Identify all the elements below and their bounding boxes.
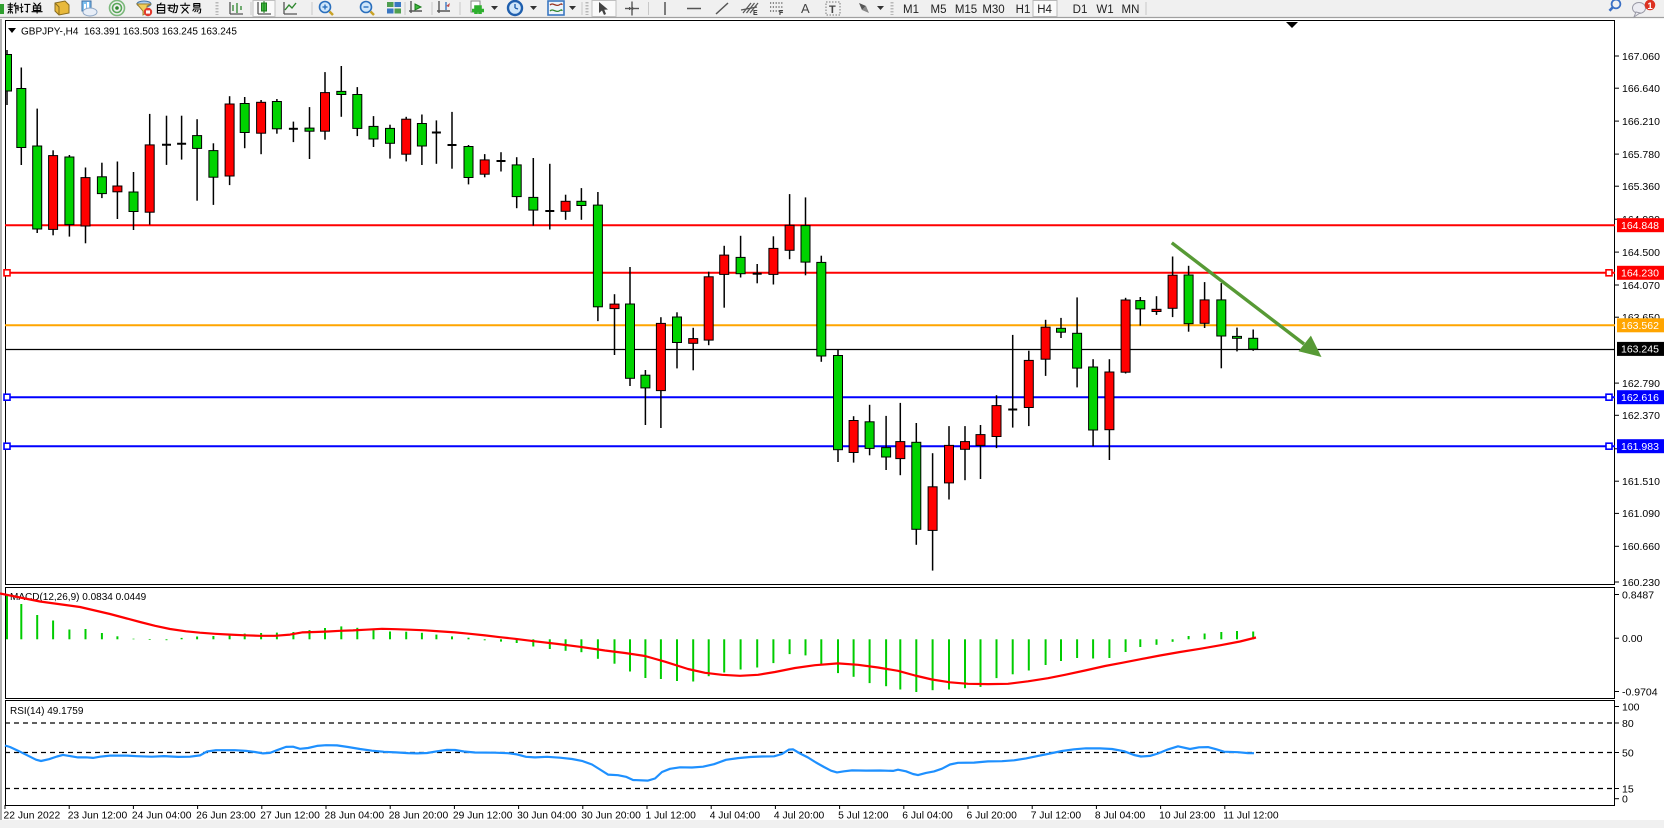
svg-text:162.790: 162.790	[1622, 378, 1660, 390]
svg-text:4 Jul 04:00: 4 Jul 04:00	[710, 811, 761, 822]
svg-text:164.848: 164.848	[1621, 220, 1659, 232]
svg-text:50: 50	[1622, 747, 1634, 759]
svg-text:161.510: 161.510	[1622, 476, 1660, 488]
svg-text:A: A	[801, 1, 810, 16]
svg-text:1 Jul 12:00: 1 Jul 12:00	[646, 811, 697, 822]
svg-text:4 Jul 20:00: 4 Jul 20:00	[774, 811, 825, 822]
svg-text:1: 1	[1647, 1, 1653, 12]
svg-text:165.360: 165.360	[1622, 181, 1660, 193]
svg-text:5 Jul 12:00: 5 Jul 12:00	[838, 811, 889, 822]
svg-text:164.500: 164.500	[1622, 247, 1660, 259]
svg-text:80: 80	[1622, 718, 1634, 730]
svg-text:GBPJPY-,H4 163.391 163.503 16: GBPJPY-,H4 163.391 163.503 163.245 163.2…	[21, 27, 237, 38]
svg-text:23 Jun 12:00: 23 Jun 12:00	[68, 811, 128, 822]
svg-text:6 Jul 20:00: 6 Jul 20:00	[967, 811, 1018, 822]
svg-text:M1: M1	[903, 4, 919, 16]
svg-text:0.00: 0.00	[1622, 633, 1643, 645]
svg-text:163.562: 163.562	[1621, 320, 1659, 332]
svg-text:-0.9704: -0.9704	[1622, 686, 1658, 698]
svg-text:E: E	[753, 10, 758, 17]
svg-text:167.060: 167.060	[1622, 51, 1660, 63]
svg-text:W1: W1	[1096, 4, 1113, 16]
svg-text:F: F	[779, 10, 784, 17]
svg-text:0: 0	[1622, 794, 1628, 806]
svg-text:164.230: 164.230	[1621, 268, 1659, 280]
svg-text:15: 15	[1622, 783, 1634, 795]
svg-text:160.660: 160.660	[1622, 541, 1660, 553]
svg-text:27 Jun 12:00: 27 Jun 12:00	[260, 811, 320, 822]
svg-text:28 Jun 20:00: 28 Jun 20:00	[389, 811, 449, 822]
svg-text:10 Jul 23:00: 10 Jul 23:00	[1159, 811, 1215, 822]
svg-text:160.230: 160.230	[1622, 577, 1660, 589]
svg-text:22 Jun 2022: 22 Jun 2022	[4, 811, 61, 822]
svg-text:100: 100	[1622, 701, 1640, 713]
svg-text:28 Jun 04:00: 28 Jun 04:00	[325, 811, 385, 822]
svg-text:6 Jul 04:00: 6 Jul 04:00	[902, 811, 953, 822]
svg-text:166.210: 166.210	[1622, 116, 1660, 128]
svg-text:162.616: 162.616	[1621, 392, 1659, 404]
svg-text:8 Jul 04:00: 8 Jul 04:00	[1095, 811, 1146, 822]
svg-text:162.370: 162.370	[1622, 410, 1660, 422]
svg-text:30 Jun 04:00: 30 Jun 04:00	[517, 811, 577, 822]
svg-text:161.983: 161.983	[1621, 441, 1659, 453]
svg-text:0.8487: 0.8487	[1622, 589, 1654, 601]
svg-text:161.090: 161.090	[1622, 508, 1660, 520]
svg-text:166.640: 166.640	[1622, 83, 1660, 95]
svg-text:24 Jun 04:00: 24 Jun 04:00	[132, 811, 192, 822]
svg-text:30 Jun 20:00: 30 Jun 20:00	[581, 811, 641, 822]
svg-text:163.245: 163.245	[1621, 344, 1659, 356]
svg-text:H4: H4	[1037, 4, 1052, 16]
svg-text:D1: D1	[1073, 4, 1088, 16]
svg-text:M30: M30	[982, 4, 1004, 16]
svg-text:11 Jul 12:00: 11 Jul 12:00	[1223, 811, 1279, 822]
svg-text:RSI(14) 49.1759: RSI(14) 49.1759	[10, 706, 84, 717]
svg-text:M15: M15	[955, 4, 977, 16]
svg-text:164.070: 164.070	[1622, 280, 1660, 292]
svg-text:7 Jul 12:00: 7 Jul 12:00	[1031, 811, 1082, 822]
svg-text:MACD(12,26,9) 0.0834 0.0449: MACD(12,26,9) 0.0834 0.0449	[10, 592, 147, 603]
svg-text:29 Jun 12:00: 29 Jun 12:00	[453, 811, 513, 822]
svg-text:165.780: 165.780	[1622, 149, 1660, 161]
svg-text:26 Jun 23:00: 26 Jun 23:00	[196, 811, 256, 822]
svg-text:T: T	[829, 4, 836, 16]
svg-text:M5: M5	[931, 4, 947, 16]
svg-text:H1: H1	[1016, 4, 1031, 16]
svg-text:MN: MN	[1122, 4, 1140, 16]
